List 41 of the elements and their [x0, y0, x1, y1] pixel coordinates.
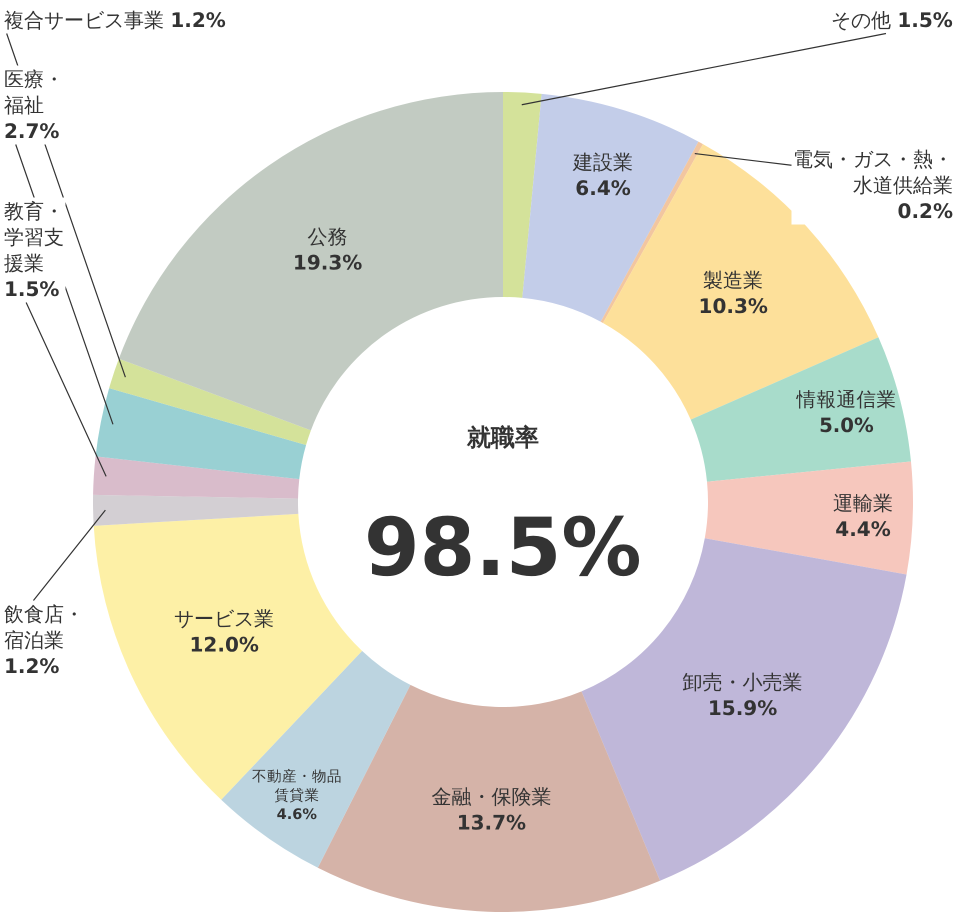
data-label: 19.3%: [292, 250, 362, 274]
data-label: 2.7%: [4, 119, 60, 143]
data-label: 1.2%: [170, 8, 226, 32]
data-label: 15.9%: [708, 696, 778, 720]
slice-label: 建設業: [572, 150, 634, 174]
slice-label: 金融・保険業: [431, 784, 552, 808]
slice-label: 公務: [308, 224, 348, 248]
slice-label: 運輸業: [833, 491, 894, 516]
data-label: 6.4%: [575, 176, 631, 200]
donut-slice: [93, 456, 300, 498]
text: 就職率: [466, 423, 539, 452]
donut-slice: [704, 461, 913, 574]
slice-label: 不動産・物品賃貸業: [252, 768, 342, 804]
data-label: 10.3%: [698, 294, 768, 318]
donut-slice: [96, 388, 306, 480]
slice-label: 卸売・小売業: [682, 670, 803, 694]
data-label: 1.2%: [4, 654, 60, 678]
data-label: 13.7%: [456, 810, 526, 834]
data-label: 4.4%: [835, 517, 891, 542]
slice-label: 製造業: [703, 268, 764, 292]
slice-label: 電気・ガス・熱・水道供給業: [793, 147, 953, 197]
slice-label: 複合サービス事業: [4, 8, 164, 32]
text: 98.5%: [364, 501, 642, 594]
data-label: 1.5%: [897, 8, 953, 32]
slice-label: 医療・福祉: [4, 67, 64, 117]
data-label: 1.5%: [4, 277, 60, 301]
slice-label: 教育・学習支援業: [4, 199, 64, 275]
slice-label: 飲食店・宿泊業: [4, 602, 84, 652]
data-label: 0.2%: [898, 199, 953, 223]
donut-slice: [93, 494, 298, 526]
donut-slice: [503, 92, 542, 298]
donut-slice: [109, 358, 311, 446]
data-label: 5.0%: [819, 414, 874, 437]
data-label: 12.0%: [190, 632, 259, 657]
donut-slice: [522, 94, 698, 322]
slice-label: 情報通信業: [795, 388, 896, 412]
slice-label: その他: [831, 8, 891, 32]
donut-slice: [221, 650, 410, 868]
donut-slice: [690, 337, 911, 482]
data-label: 4.6%: [276, 807, 318, 824]
slice-label: サービス業: [174, 606, 274, 631]
